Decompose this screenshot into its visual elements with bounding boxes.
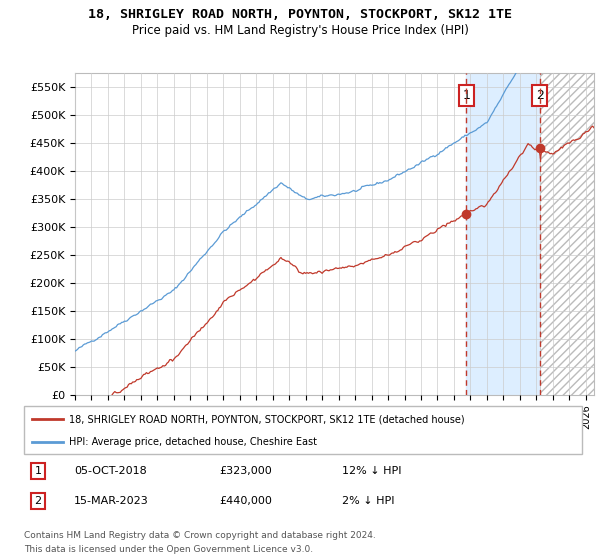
Text: 2: 2: [536, 89, 544, 102]
Text: 1: 1: [34, 466, 41, 476]
Text: 15-MAR-2023: 15-MAR-2023: [74, 496, 149, 506]
Text: 2% ↓ HPI: 2% ↓ HPI: [342, 496, 395, 506]
Bar: [540, 73, 594, 395]
Bar: [466, 73, 540, 395]
Text: HPI: Average price, detached house, Cheshire East: HPI: Average price, detached house, Ches…: [68, 437, 317, 447]
Text: 12% ↓ HPI: 12% ↓ HPI: [342, 466, 401, 476]
Text: This data is licensed under the Open Government Licence v3.0.: This data is licensed under the Open Gov…: [24, 545, 313, 554]
Text: Contains HM Land Registry data © Crown copyright and database right 2024.: Contains HM Land Registry data © Crown c…: [24, 531, 376, 540]
Text: Price paid vs. HM Land Registry's House Price Index (HPI): Price paid vs. HM Land Registry's House …: [131, 24, 469, 36]
Text: 18, SHRIGLEY ROAD NORTH, POYNTON, STOCKPORT, SK12 1TE: 18, SHRIGLEY ROAD NORTH, POYNTON, STOCKP…: [88, 8, 512, 21]
Text: 05-OCT-2018: 05-OCT-2018: [74, 466, 147, 476]
Text: 1: 1: [463, 89, 470, 102]
Text: £440,000: £440,000: [220, 496, 272, 506]
Text: £323,000: £323,000: [220, 466, 272, 476]
Text: 18, SHRIGLEY ROAD NORTH, POYNTON, STOCKPORT, SK12 1TE (detached house): 18, SHRIGLEY ROAD NORTH, POYNTON, STOCKP…: [68, 414, 464, 424]
FancyBboxPatch shape: [24, 406, 582, 454]
Text: 2: 2: [34, 496, 41, 506]
